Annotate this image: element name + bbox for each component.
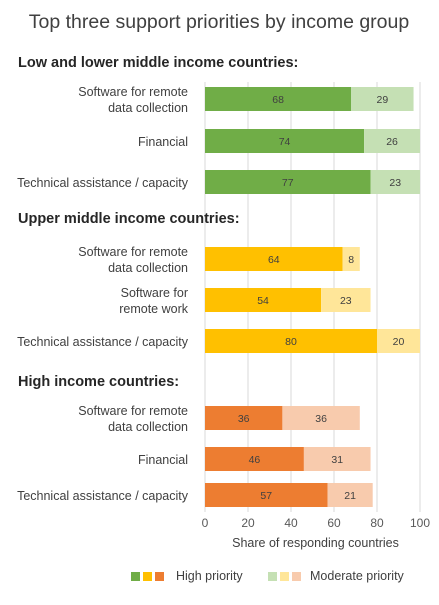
category-label: Financial xyxy=(138,135,188,149)
bar-high-priority xyxy=(205,447,304,471)
bar-moderate-priority xyxy=(370,170,420,194)
legend-swatch xyxy=(143,572,152,581)
legend-label: High priority xyxy=(176,569,243,583)
data-label-moderate: 26 xyxy=(386,136,398,148)
bar-moderate-priority xyxy=(351,87,414,111)
bar-high-priority xyxy=(205,483,328,507)
category-label: data collection xyxy=(108,420,188,434)
data-label-moderate: 23 xyxy=(340,295,352,307)
data-label-high: 77 xyxy=(282,177,294,189)
legend-swatch xyxy=(155,572,164,581)
bar-high-priority xyxy=(205,129,365,153)
data-label-moderate: 21 xyxy=(344,490,356,502)
bar-moderate-priority xyxy=(364,129,420,153)
data-label-moderate: 36 xyxy=(315,413,327,425)
data-label-high: 74 xyxy=(279,136,291,148)
chart-title: Top three support priorities by income g… xyxy=(29,11,410,33)
group-header: Low and lower middle income countries: xyxy=(18,55,298,71)
bar-moderate-priority xyxy=(321,288,371,312)
data-label-moderate: 31 xyxy=(331,454,343,466)
x-tick-label: 60 xyxy=(327,516,341,530)
category-label: data collection xyxy=(108,261,188,275)
data-label-high: 80 xyxy=(285,336,297,348)
data-label-moderate: 8 xyxy=(348,254,354,266)
bar-high-priority xyxy=(205,170,371,194)
x-tick-label: 100 xyxy=(410,516,430,530)
bar-high-priority xyxy=(205,288,322,312)
data-label-high: 64 xyxy=(268,254,280,266)
legend-swatch xyxy=(280,572,289,581)
category-label: Technical assistance / capacity xyxy=(17,335,189,349)
bar-moderate-priority xyxy=(342,247,360,271)
data-label-moderate: 29 xyxy=(377,94,389,106)
legend-swatch xyxy=(292,572,301,581)
bar-high-priority xyxy=(205,406,283,430)
category-label: Software for remote xyxy=(78,245,188,259)
x-tick-label: 20 xyxy=(241,516,255,530)
legend-swatch xyxy=(268,572,277,581)
bar-moderate-priority xyxy=(303,447,371,471)
group-header: High income countries: xyxy=(18,374,179,390)
data-label-high: 54 xyxy=(257,295,269,307)
data-label-moderate: 23 xyxy=(389,177,401,189)
category-label: Technical assistance / capacity xyxy=(17,489,189,503)
bar-moderate-priority xyxy=(377,329,420,353)
x-axis-label: Share of responding countries xyxy=(232,536,399,550)
x-tick-label: 80 xyxy=(370,516,384,530)
legend-label: Moderate priority xyxy=(310,569,405,583)
data-label-high: 57 xyxy=(260,490,272,502)
bar-high-priority xyxy=(205,87,352,111)
data-label-high: 46 xyxy=(249,454,261,466)
category-label: Software for remote xyxy=(78,404,188,418)
bar-high-priority xyxy=(205,329,377,353)
bar-high-priority xyxy=(205,247,343,271)
category-label: data collection xyxy=(108,101,188,115)
bar-moderate-priority xyxy=(327,483,373,507)
category-label: remote work xyxy=(119,302,189,316)
data-label-high: 36 xyxy=(238,413,250,425)
x-tick-label: 0 xyxy=(202,516,209,530)
legend-swatch xyxy=(131,572,140,581)
category-label: Financial xyxy=(138,453,188,467)
data-label-high: 68 xyxy=(272,94,284,106)
group-header: Upper middle income countries: xyxy=(18,211,240,227)
category-label: Technical assistance / capacity xyxy=(17,176,189,190)
category-label: Software for xyxy=(121,286,188,300)
data-label-moderate: 20 xyxy=(393,336,405,348)
x-tick-label: 40 xyxy=(284,516,298,530)
bar-moderate-priority xyxy=(282,406,360,430)
category-label: Software for remote xyxy=(78,85,188,99)
